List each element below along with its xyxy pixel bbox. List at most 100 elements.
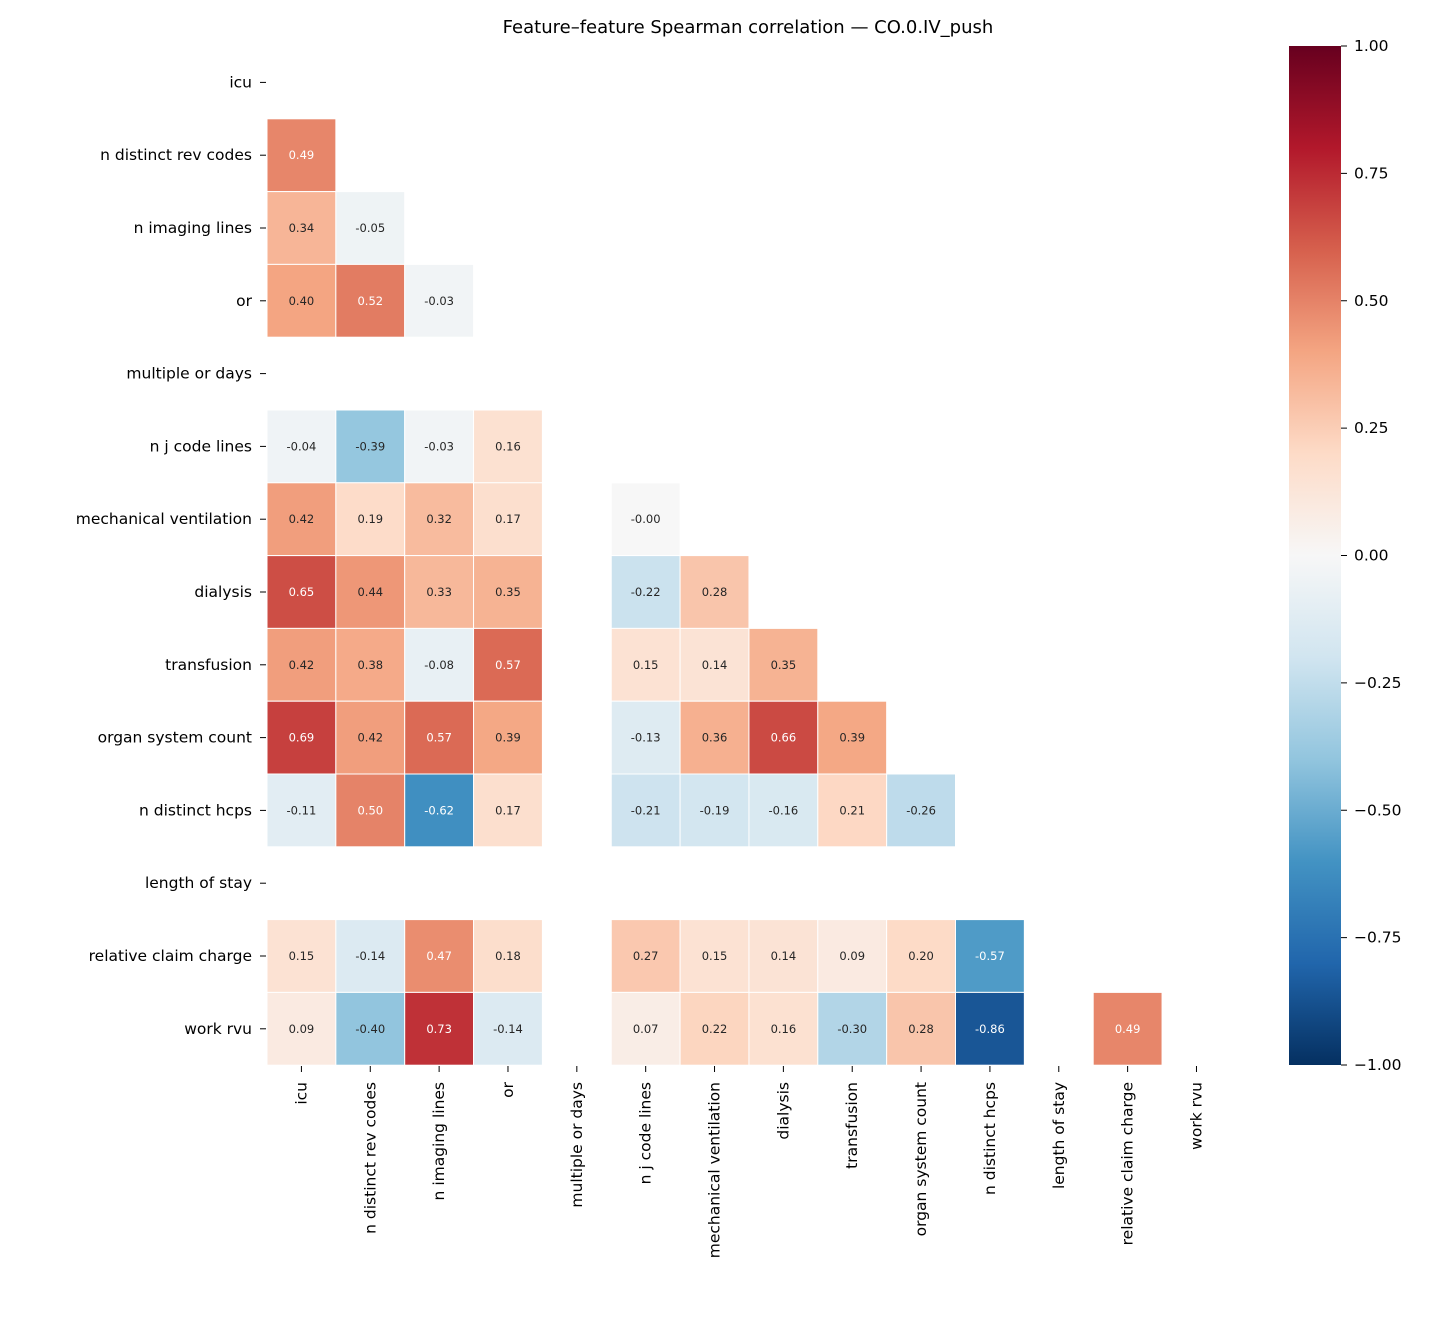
y-tick-label: n imaging lines (134, 219, 252, 237)
y-tick-label: n distinct hcps (139, 801, 252, 819)
heatmap-cell (404, 991, 475, 1066)
y-tick-label: multiple or days (126, 365, 252, 383)
cell-annotation: -0.62 (424, 803, 454, 817)
y-tick-label: dialysis (194, 583, 252, 601)
heatmap-cell (335, 773, 406, 848)
heatmap-cell (335, 919, 406, 993)
heatmap-cell (335, 263, 406, 338)
heatmap-cell (266, 919, 337, 993)
heatmap-cell (335, 409, 406, 484)
cell-annotation: 0.28 (908, 1022, 934, 1036)
cell-annotation: 0.39 (495, 731, 521, 745)
cell-annotation: 0.49 (289, 148, 315, 162)
cell-annotation: 0.15 (702, 949, 728, 963)
cell-annotation: -0.14 (493, 1022, 523, 1036)
cell-annotation: -0.21 (631, 803, 661, 817)
cell-annotation: -0.11 (287, 803, 317, 817)
cell-annotation: 0.28 (702, 585, 728, 599)
heatmap-cell (266, 700, 337, 775)
heatmap-cell (335, 627, 406, 702)
cell-annotation: 0.19 (357, 512, 383, 526)
heatmap-cell (473, 991, 543, 1066)
x-tick-label: or (499, 1081, 517, 1097)
cell-annotation: 0.52 (357, 294, 383, 308)
cell-annotation: -0.08 (424, 658, 454, 672)
x-tick-label: transfusion (843, 1082, 861, 1169)
y-tick-label: length of stay (145, 874, 252, 892)
cell-annotation: -0.13 (631, 731, 661, 745)
heatmap-cell (335, 555, 406, 629)
y-tick-label: transfusion (165, 656, 252, 674)
heatmap-cell (266, 773, 337, 848)
cell-annotation: 0.42 (289, 658, 315, 672)
y-tick-label: relative claim charge (89, 947, 252, 965)
cell-annotation: 0.18 (495, 949, 521, 963)
x-tick-label: n distinct hcps (981, 1082, 999, 1195)
chart-title: Feature–feature Spearman correlation — C… (503, 17, 994, 38)
cell-annotation: -0.05 (355, 221, 385, 235)
cell-annotation: 0.66 (771, 731, 797, 745)
heatmap-cell (473, 627, 543, 702)
cell-annotation: 0.40 (289, 294, 315, 308)
cell-annotation: -0.40 (355, 1022, 385, 1036)
cell-annotation: 0.57 (495, 658, 521, 672)
heatmap-cell (404, 919, 475, 993)
heatmap-cell (404, 263, 475, 338)
heatmap-cell (610, 919, 681, 993)
x-tick-label: length of stay (1050, 1082, 1068, 1189)
heatmap-cell (473, 409, 543, 484)
cell-annotation: 0.27 (633, 949, 659, 963)
colorbar-tick-label: −0.25 (1354, 674, 1402, 692)
x-tick-label: n j code lines (637, 1082, 655, 1184)
cell-annotation: 0.21 (839, 803, 865, 817)
heatmap-cell (266, 627, 337, 702)
colorbar-tick-label: −0.50 (1354, 801, 1402, 819)
cell-annotation: -0.86 (975, 1022, 1005, 1036)
x-tick-label: n imaging lines (430, 1082, 448, 1200)
cell-annotation: 0.35 (771, 658, 797, 672)
colorbar-tick-label: 0.00 (1354, 547, 1389, 565)
cell-annotation: 0.38 (357, 658, 383, 672)
heatmap-cell (679, 555, 750, 629)
cell-annotation: 0.32 (426, 512, 452, 526)
colorbar-tick-label: 0.50 (1354, 292, 1389, 310)
heatmap-cell (886, 919, 957, 993)
y-tick-label: icu (229, 73, 252, 91)
heatmap-cell (266, 263, 337, 338)
x-tick-label: icu (292, 1082, 310, 1105)
heatmap-cell (266, 118, 337, 193)
cell-annotation: -0.39 (355, 439, 385, 453)
x-tick-label: organ system count (912, 1082, 930, 1236)
cell-annotation: 0.57 (426, 731, 452, 745)
x-tick-label: mechanical ventilation (706, 1082, 724, 1258)
heatmap-cell (955, 919, 1025, 993)
cell-annotation: 0.14 (771, 949, 797, 963)
heatmap-cell (266, 991, 337, 1066)
cell-annotation: 0.65 (289, 585, 315, 599)
cell-annotation: 0.09 (289, 1022, 315, 1036)
cell-annotation: 0.44 (357, 585, 383, 599)
heatmap-cell (748, 627, 819, 702)
heatmap-cell (335, 482, 406, 557)
heatmap-cell (886, 991, 957, 1066)
y-tick-label: or (236, 292, 252, 310)
heatmap-cell (473, 555, 543, 629)
heatmap-cell (404, 700, 475, 775)
cell-annotation: 0.07 (633, 1022, 659, 1036)
cell-annotation: 0.14 (702, 658, 728, 672)
cell-annotation: -0.03 (424, 294, 454, 308)
y-tick-label: work rvu (184, 1020, 252, 1038)
heatmap-cell (266, 191, 337, 265)
x-tick-label: multiple or days (568, 1082, 586, 1208)
heatmap-cell (817, 700, 888, 775)
y-tick-label: n distinct rev codes (100, 146, 252, 164)
heatmap-cell (610, 482, 681, 557)
cell-annotation: 0.09 (839, 949, 865, 963)
cell-annotation: 0.20 (908, 949, 934, 963)
heatmap-cell (679, 627, 750, 702)
cell-annotation: -0.22 (631, 585, 661, 599)
heatmap-cell (335, 191, 406, 265)
heatmap-cell (679, 919, 750, 993)
cell-annotation: 0.36 (702, 731, 728, 745)
